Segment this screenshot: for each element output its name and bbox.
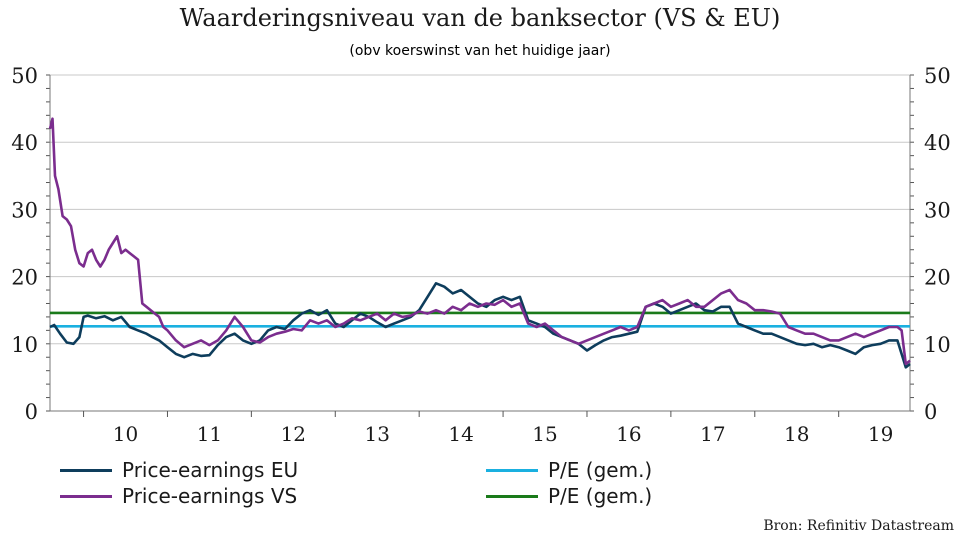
x-tick-label: 13	[364, 422, 389, 446]
legend-label-eu: Price-earnings EU	[122, 458, 299, 482]
x-tick-label: 19	[868, 422, 893, 446]
legend-swatch-pe-avg-vs	[486, 494, 538, 498]
legend-label-pe-avg-eu: P/E (gem.)	[548, 458, 653, 482]
legend-swatch-vs	[60, 494, 112, 498]
y-tick-label-right: 20	[924, 266, 951, 290]
x-tick-label: 15	[532, 422, 557, 446]
chart-title: Waarderingsniveau van de banksector (VS …	[179, 4, 781, 32]
legend-swatch-pe-avg-eu	[486, 468, 538, 472]
y-tick-label-left: 0	[25, 400, 38, 424]
axes: 0 0 10 10 20 20 30 30 40 40 50 50 10 11 12 13 14 15 16 17 18…	[11, 64, 950, 446]
y-tick-label-left: 30	[11, 198, 38, 222]
x-tick-label: 14	[448, 422, 473, 446]
legend-item-eu: Price-earnings EU	[60, 458, 298, 482]
x-tick-label: 12	[281, 422, 306, 446]
legend-label-pe-avg-vs: P/E (gem.)	[548, 484, 653, 508]
series-line-1	[48, 117, 911, 366]
legend-item-pe-avg-vs: P/E (gem.)	[486, 484, 652, 508]
x-tick-label: 17	[700, 422, 725, 446]
legend-swatch-eu	[60, 468, 112, 472]
y-tick-label-right: 0	[924, 400, 937, 424]
y-tick-label-left: 10	[11, 333, 38, 357]
chart-subtitle: (obv koerswinst van het huidige jaar)	[349, 43, 611, 59]
y-tick-label-right: 40	[924, 131, 951, 155]
legend-label-vs: Price-earnings VS	[122, 484, 298, 508]
y-tick-label-left: 40	[11, 131, 38, 155]
legend-item-pe-avg-eu: P/E (gem.)	[486, 458, 652, 482]
gridlines	[50, 74, 910, 345]
x-tick-label: 16	[616, 422, 641, 446]
series-lines	[48, 117, 911, 369]
x-tick-label: 11	[197, 422, 222, 446]
legend-item-vs: Price-earnings VS	[60, 484, 297, 508]
series-line-0	[49, 282, 911, 369]
x-tick-label: 10	[113, 422, 138, 446]
y-tick-label-left: 50	[11, 64, 38, 88]
source-note: Bron: Refinitiv Datastream	[763, 518, 954, 534]
y-tick-label-right: 10	[924, 333, 951, 357]
y-tick-label-right: 50	[924, 64, 951, 88]
y-tick-label-left: 20	[11, 266, 38, 290]
x-tick-label: 18	[784, 422, 809, 446]
y-tick-label-right: 30	[924, 198, 951, 222]
